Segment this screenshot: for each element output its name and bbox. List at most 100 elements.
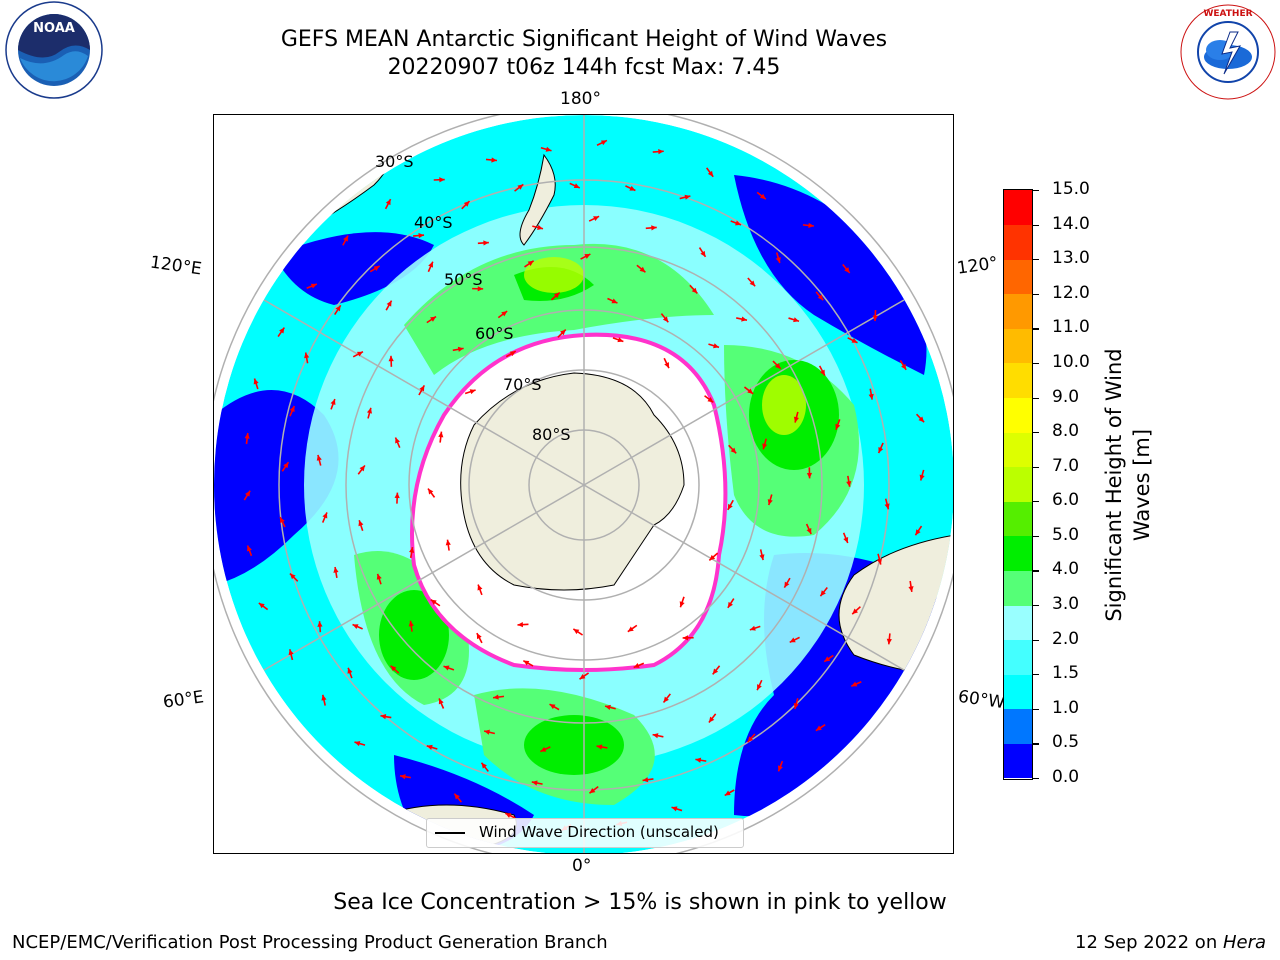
- wave-direction-arrowhead: [713, 343, 719, 349]
- wave-direction-arrowhead: [289, 406, 295, 413]
- wave-direction-arrowhead: [664, 362, 669, 369]
- colorbar-band: [1004, 501, 1032, 537]
- wave-direction-arrowhead: [438, 431, 444, 438]
- colorbar-title: Significant Height of Wind Waves [m]: [1102, 348, 1154, 622]
- lat-label-40s: 40°S: [414, 213, 453, 232]
- low-wave-region: [214, 390, 339, 585]
- footer-date-text: 12 Sep 2022 on: [1075, 932, 1223, 953]
- colorbar-tick: [1033, 639, 1039, 641]
- wave-direction-arrowhead: [527, 260, 534, 266]
- wave-direction-arrowhead: [775, 257, 781, 264]
- wave-direction-arrowhead: [366, 407, 372, 414]
- wave-direction-arrowhead: [651, 225, 657, 231]
- wave-direction-arrowhead: [343, 235, 348, 242]
- colorbar-band: [1004, 432, 1032, 468]
- wave-direction-arrowhead: [627, 626, 634, 632]
- wave-direction-arrowhead: [617, 337, 624, 343]
- colorbar-tick: [1033, 466, 1039, 468]
- wave-direction-arrowhead: [759, 193, 766, 200]
- colorbar-tick: [1033, 674, 1039, 676]
- wave-direction-arrowhead: [662, 316, 669, 323]
- wave-direction-arrowhead: [288, 649, 294, 656]
- wave-direction-arrowhead: [868, 393, 874, 400]
- colorbar-band: [1004, 397, 1032, 433]
- wind-wave-arrows: [243, 139, 925, 832]
- wave-direction-arrowhead: [247, 545, 252, 552]
- colorbar-tick: [1033, 501, 1039, 503]
- wave-direction-arrowhead: [824, 656, 831, 662]
- wave-direction-arrowhead: [457, 346, 464, 352]
- footer-host: Hera: [1222, 932, 1266, 953]
- wave-direction-arrowhead: [806, 528, 812, 535]
- colorbar-tick-label: 6.0: [1052, 490, 1080, 511]
- colorbar-tick-label: 11.0: [1052, 317, 1090, 338]
- wave-direction-arrowhead: [695, 757, 702, 763]
- wave-direction-arrowhead: [454, 793, 460, 800]
- wave-direction-arrowhead: [428, 488, 434, 495]
- colorbar-tick-label: 12.0: [1052, 282, 1090, 303]
- polar-map: [213, 114, 954, 854]
- wave-direction-arrowhead: [815, 725, 822, 731]
- chart-subtitle: 20220907 t06z 144h fcst Max: 7.45: [387, 55, 781, 80]
- wave-direction-arrowhead: [430, 316, 437, 322]
- colorbar-tick-label: 10.0: [1052, 351, 1090, 372]
- wave-direction-arrowhead: [245, 490, 251, 497]
- lat-label-80s: 80°S: [532, 425, 571, 444]
- colorbar-band: [1004, 190, 1032, 226]
- wave-direction-arrowhead: [321, 694, 327, 701]
- lon-label-right-lower: 60°W: [956, 686, 1007, 714]
- colorbar-tick: [1033, 570, 1039, 572]
- colorbar-tick: [1033, 743, 1039, 745]
- wave-direction-arrowhead: [707, 170, 714, 177]
- wave-direction-arrowhead: [356, 351, 363, 357]
- wave-direction-arrowhead: [724, 790, 731, 796]
- wave-direction-arrowhead: [819, 369, 825, 376]
- wave-direction-arrowhead: [908, 586, 914, 592]
- wave-direction-arrowhead: [409, 547, 415, 553]
- wave-direction-arrowhead: [317, 621, 323, 627]
- wave-direction-arrowhead: [258, 602, 265, 609]
- wave-direction-arrowhead: [793, 703, 799, 709]
- lon-label-left-lower: 60°E: [161, 687, 206, 713]
- wave-direction-arrowhead: [347, 667, 353, 674]
- wave-direction-arrowhead: [671, 806, 678, 812]
- wave-direction-arrowhead: [322, 512, 328, 519]
- lat-label-60s: 60°S: [475, 324, 514, 343]
- antarctica: [460, 372, 685, 591]
- colorbar-tick-label: 13.0: [1052, 248, 1090, 269]
- wave-direction-arrowhead: [843, 537, 849, 544]
- lon-label-top: 180°: [560, 89, 601, 109]
- wave-direction-arrowhead: [390, 665, 397, 672]
- wave-direction-arrowhead: [385, 199, 391, 206]
- wave-direction-arrowhead: [872, 315, 878, 322]
- wave-direction-arrowhead: [708, 716, 715, 723]
- colorbar-tick: [1033, 397, 1039, 399]
- svg-text:WEATHER: WEATHER: [1203, 9, 1252, 19]
- wave-direction-arrowhead: [762, 443, 768, 450]
- map-legend: Wind Wave Direction (unscaled): [426, 818, 744, 848]
- footer-date: 12 Sep 2022 on Hera: [1075, 932, 1266, 953]
- wave-direction-arrowhead: [501, 311, 508, 317]
- colorbar-tick-label: 15.0: [1052, 179, 1090, 199]
- wave-direction-arrowhead: [784, 581, 790, 588]
- colorbar-tick-label: 0.5: [1052, 732, 1080, 753]
- nws-logo: WEATHER: [1178, 2, 1278, 102]
- wave-direction-arrowhead: [918, 416, 925, 423]
- colorbar-tick-label: 0.0: [1052, 767, 1080, 787]
- wave-direction-arrowhead: [749, 625, 756, 631]
- wave-direction-arrowhead: [846, 480, 852, 487]
- wave-direction-arrowhead: [589, 787, 596, 794]
- colorbar-tick-label: 4.0: [1052, 559, 1080, 580]
- wave-direction-arrowhead: [605, 704, 611, 710]
- map-canvas: [214, 115, 953, 853]
- wave-direction-arrowhead: [789, 637, 796, 643]
- noaa-logo: NOAA: [4, 0, 104, 100]
- footer-credit: NCEP/EMC/Verification Post Processing Pr…: [12, 932, 608, 953]
- wave-direction-arrowhead: [712, 668, 719, 675]
- colorbar-band: [1004, 466, 1032, 502]
- wave-direction-arrowhead: [549, 704, 556, 710]
- wave-direction-arrowhead: [749, 280, 756, 287]
- colorbar-tick-label: 14.0: [1052, 213, 1090, 234]
- wave-direction-arrowhead: [517, 622, 524, 628]
- colorbar-band: [1004, 535, 1032, 571]
